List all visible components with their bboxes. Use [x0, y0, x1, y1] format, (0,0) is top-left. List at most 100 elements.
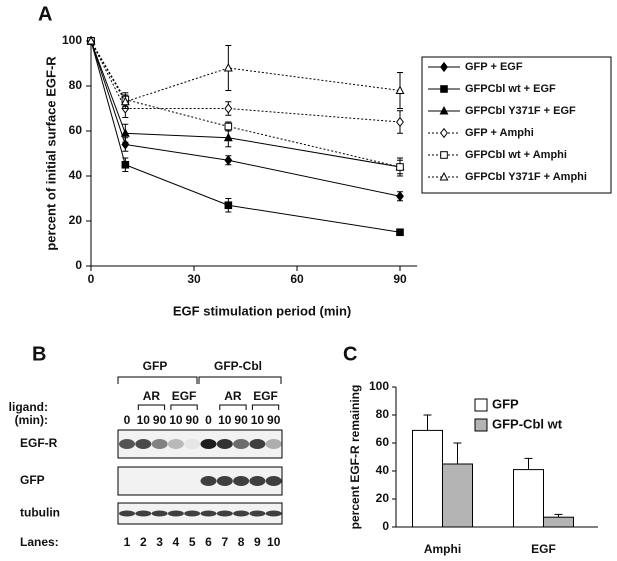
legend-marker — [439, 171, 449, 181]
marker — [396, 163, 404, 171]
y-tick-label: 0 — [75, 258, 82, 272]
band — [216, 476, 233, 486]
band — [151, 510, 168, 517]
row-label: tubulin — [20, 506, 60, 520]
band — [265, 476, 282, 486]
ligand-label: ligand: — [9, 400, 48, 414]
band — [119, 439, 135, 449]
legend-label: GFP — [492, 396, 519, 411]
y-axis-title: percent EGF-R remaining — [348, 385, 362, 530]
legend-label: GFPCbl wt + Amphi — [465, 149, 567, 161]
group-label: GFP-Cbl — [214, 359, 262, 373]
legend-box — [421, 56, 612, 194]
band — [167, 439, 184, 449]
lanes-label: Lanes: — [20, 535, 59, 549]
band — [200, 476, 217, 486]
x-axis-title: EGF stimulation period (min) — [173, 303, 351, 318]
legend-label: GFPCbl wt + EGF — [465, 83, 556, 95]
x-tick-label: EGF — [531, 542, 556, 556]
lane-number: 4 — [173, 535, 180, 549]
marker — [396, 116, 404, 128]
marker — [86, 35, 96, 45]
marker — [121, 160, 130, 169]
band — [135, 439, 152, 449]
error-bar — [524, 457, 533, 470]
band — [216, 439, 233, 449]
bar — [442, 463, 473, 528]
y-tick-label: 80 — [376, 407, 390, 421]
lane-number: 8 — [238, 535, 245, 549]
legend-swatch — [474, 398, 488, 412]
band — [265, 439, 282, 449]
marker — [395, 85, 405, 94]
time: 90 — [153, 413, 167, 427]
band — [265, 510, 282, 517]
band — [249, 510, 266, 517]
band — [184, 510, 201, 517]
row-label: EGF-R — [20, 436, 58, 450]
y-tick-label: 60 — [376, 435, 390, 449]
time: 0 — [124, 413, 131, 427]
bar — [543, 516, 574, 528]
bracket — [117, 376, 282, 384]
x-tick-label: 0 — [88, 272, 95, 286]
legend-marker — [439, 105, 449, 115]
series-line — [90, 40, 401, 197]
x-tick-label: 30 — [187, 272, 201, 286]
band — [249, 476, 266, 486]
y-tick-label: 0 — [382, 519, 389, 533]
series-line — [90, 40, 401, 168]
legend-marker — [440, 85, 448, 93]
series-line — [90, 40, 401, 123]
error-bar — [453, 442, 462, 464]
band — [200, 439, 217, 449]
band — [151, 439, 168, 449]
y-tick-label: 60 — [69, 123, 83, 137]
time: 90 — [234, 413, 248, 427]
band — [249, 439, 266, 449]
band — [216, 510, 233, 517]
band — [135, 510, 152, 517]
y-axis-title: percent of initial surface EGF-R — [43, 56, 58, 251]
time: 0 — [205, 413, 212, 427]
x-tick-label: 90 — [393, 272, 407, 286]
marker — [396, 191, 404, 202]
panel-label: A — [38, 3, 52, 25]
ligand-label: AR — [224, 389, 242, 403]
y-tick-label: 80 — [69, 78, 83, 92]
y-tick-label: 100 — [62, 33, 82, 47]
legend-label: GFPCbl Y371F + EGF — [465, 105, 576, 117]
panel-label: C — [343, 343, 357, 365]
ligand-label: AR — [143, 389, 161, 403]
marker — [224, 155, 233, 166]
marker — [224, 103, 233, 114]
time: 10 — [137, 413, 151, 427]
band — [167, 510, 184, 517]
legend-marker — [440, 151, 448, 159]
lane-number: 9 — [254, 535, 261, 549]
error-bar — [554, 513, 563, 518]
x-tick-label: Amphi — [424, 542, 461, 556]
time-label: (min): — [15, 413, 48, 427]
lane-number: 3 — [156, 535, 163, 549]
legend-label: GFP-Cbl wt — [492, 416, 563, 431]
bracket — [170, 404, 198, 410]
y-tick-label: 20 — [69, 213, 83, 227]
y-tick-label: 40 — [376, 463, 390, 477]
bracket — [251, 404, 280, 410]
band — [200, 510, 217, 517]
band — [119, 510, 135, 517]
legend-label: GFPCbl Y371F + Amphi — [465, 171, 587, 183]
time: 90 — [186, 413, 200, 427]
bracket — [219, 404, 247, 410]
marker — [223, 132, 233, 142]
bar — [412, 429, 443, 528]
marker — [120, 96, 130, 106]
error-bar — [423, 414, 432, 431]
y-tick-label: 100 — [369, 379, 389, 393]
ligand-label: EGF — [253, 389, 278, 403]
bar — [513, 469, 544, 528]
lane-number: 7 — [221, 535, 228, 549]
band — [233, 510, 250, 517]
